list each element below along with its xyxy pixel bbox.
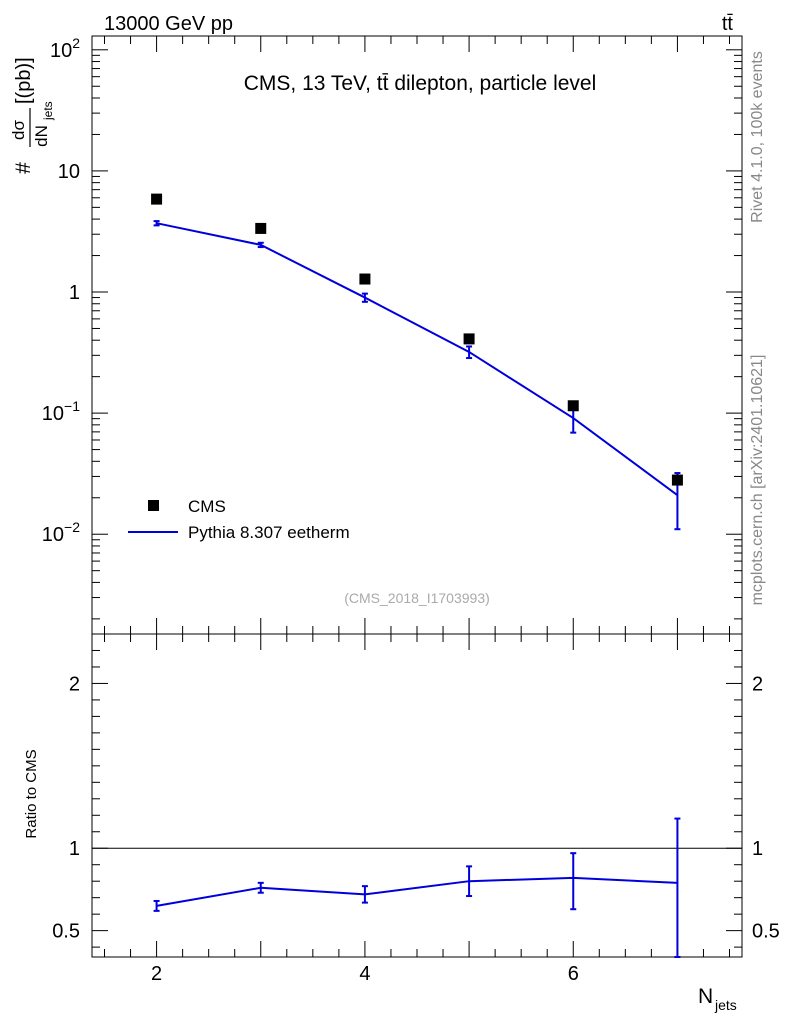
ratio-y-tick-label-left: 1 [69, 838, 80, 860]
cms-data-point [359, 273, 371, 285]
cms-data-point [671, 474, 683, 486]
y-label-denominator-sub: jets [41, 101, 55, 121]
ratio-mc-series [153, 817, 681, 958]
y-label-unit: [(pb)] [13, 57, 35, 104]
main-y-axis-label: # dσ dN jets [(pb)] [9, 57, 55, 174]
ratio-panel: 0.5 0.5 1 1 2 2 2 4 6 Ratio to CMS N jets [23, 633, 780, 1013]
ratio-pythia-curve [156, 876, 678, 907]
x-axis-label-main: N [698, 985, 713, 1008]
ratio-ticks [92, 634, 742, 957]
ratio-y-tick-label-right: 1 [752, 838, 763, 860]
x-tick-label: 2 [151, 963, 162, 985]
x-axis-label: N jets [698, 985, 737, 1013]
legend-label-cms: CMS [188, 497, 226, 516]
y-tick-exponent: 2 [72, 35, 80, 51]
main-ticks [92, 36, 742, 634]
ratio-y-tick-label-right: 0.5 [752, 921, 780, 943]
main-y-tick-label: 10−2 [42, 519, 80, 546]
y-label-denominator: dN [32, 125, 51, 147]
ratio-y-axis-label: Ratio to CMS [23, 749, 40, 838]
y-tick-base: 1 [69, 282, 80, 304]
x-axis-label-sub: jets [714, 997, 737, 1013]
y-tick-base: 10 [42, 403, 64, 425]
ratio-tick-labels: 0.5 0.5 1 1 2 2 2 4 6 [52, 673, 780, 985]
cms-data-point [463, 333, 475, 345]
side-text-top: Rivet 4.1.0, 100k events [749, 51, 766, 223]
y-tick-base: 10 [58, 161, 80, 183]
main-mc-series [153, 220, 681, 531]
y-tick-base: 10 [50, 40, 72, 62]
analysis-watermark: (CMS_2018_I1703993) [344, 590, 490, 606]
y-label-prefix: # [12, 162, 35, 174]
pythia-curve [156, 222, 679, 497]
main-y-tick-label: 1 [69, 282, 80, 304]
main-title: CMS, 13 TeV, tt̄ dilepton, particle leve… [244, 72, 597, 95]
side-text-bottom: mcplots.cern.ch [arXiv:2401.10621] [749, 355, 766, 606]
legend-marker-cms [148, 500, 159, 511]
cms-data-point [255, 222, 267, 234]
ratio-y-tick-label-left: 0.5 [52, 921, 80, 943]
legend-label-pythia: Pythia 8.307 eetherm [188, 523, 350, 542]
cms-data-point [151, 193, 163, 205]
y-tick-exponent: −1 [64, 398, 80, 414]
ratio-frame [91, 633, 743, 958]
main-frame [91, 35, 743, 635]
header-left-label: 13000 GeV pp [104, 13, 233, 35]
main-data-series [151, 193, 683, 486]
legend: CMS Pythia 8.307 eetherm [128, 497, 350, 542]
ratio-y-tick-label-right: 2 [752, 673, 763, 695]
main-y-tick-label: 102 [50, 35, 80, 62]
ratio-y-tick-label-left: 2 [69, 673, 80, 695]
x-tick-label: 4 [359, 963, 370, 985]
cms-data-point [567, 400, 579, 412]
main-y-tick-label: 10−1 [42, 398, 80, 425]
y-label-numerator: dσ [9, 120, 28, 140]
x-tick-label: 6 [568, 963, 579, 985]
y-tick-exponent: −2 [64, 519, 80, 535]
y-tick-base: 10 [42, 524, 64, 546]
main-y-tick-label: 10 [58, 161, 80, 183]
header-right-label: tt̄ [722, 13, 734, 35]
